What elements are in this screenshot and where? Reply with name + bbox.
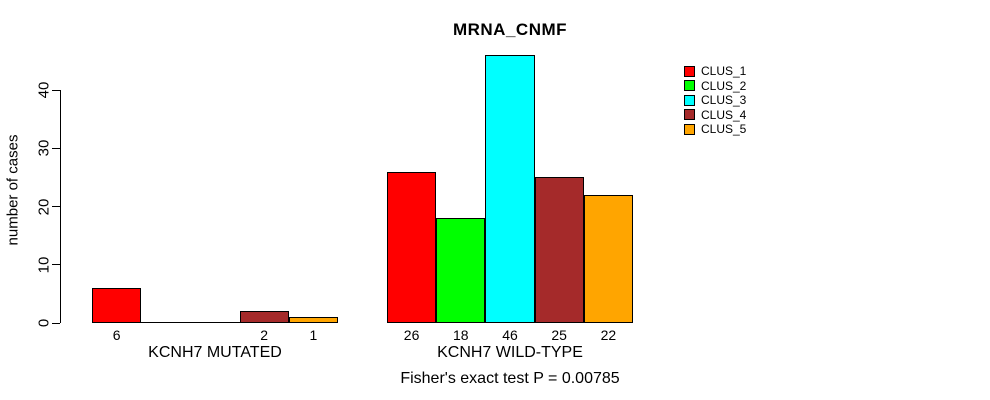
x-category-label: KCNH7 MUTATED [148,344,282,361]
y-tick [52,147,60,149]
bar-value-label: 2 [260,327,269,343]
x-category-label: KCNH7 WILD-TYPE [437,344,583,361]
bar-value-label: 18 [452,327,469,343]
bar-value-label: 1 [309,327,318,343]
legend-swatch [684,109,695,121]
y-tick-label: 10 [35,256,53,274]
bar-value-label: 46 [502,327,518,343]
bar-clus_1 [387,172,437,323]
legend-label: CLUS_4 [701,107,747,122]
bar-value-label: 26 [403,327,420,343]
bar-clus_5 [288,317,338,323]
legend-swatch [684,65,695,77]
legend-item: CLUS_4 [684,108,746,123]
y-tick-label: 40 [35,81,53,99]
legend-item: CLUS_1 [684,64,746,79]
legend-item: CLUS_3 [684,93,746,108]
bar-clus_2 [141,322,191,323]
y-tick-label: 0 [35,318,53,328]
legend-item: CLUS_2 [684,79,746,94]
legend-item: CLUS_5 [684,122,746,137]
y-tick-label: 30 [35,139,53,157]
bar-clus_5 [583,195,633,323]
legend-label: CLUS_1 [701,64,747,79]
legend-label: CLUS_3 [701,93,747,108]
bar-clus_3 [190,322,240,323]
legend-swatch [684,123,695,135]
legend-label: CLUS_5 [701,122,747,137]
y-tick [52,322,60,324]
legend-label: CLUS_2 [701,78,747,93]
legend-swatch [684,94,695,106]
bar-value-label: 6 [112,327,121,343]
chart-title: MRNA_CNMF [452,20,568,39]
bar-clus_3 [485,55,535,323]
bar-clus_2 [436,218,486,323]
bar-clus_4 [239,311,289,323]
bar-clus_4 [534,177,584,323]
bar-value-label: 25 [551,327,567,343]
y-tick [52,264,60,266]
y-tick [52,206,60,207]
legend-swatch [684,80,695,92]
bar-value-label: 22 [600,327,617,343]
fisher-test-annotation: Fisher's exact test P = 0.00785 [400,370,620,387]
y-axis-line [60,90,61,323]
y-tick [52,89,60,91]
legend: CLUS_1 CLUS_2 CLUS_3 CLUS_4 CLUS_5 [684,64,746,137]
y-tick-label: 20 [35,198,53,215]
bar-clus_1 [92,288,142,323]
